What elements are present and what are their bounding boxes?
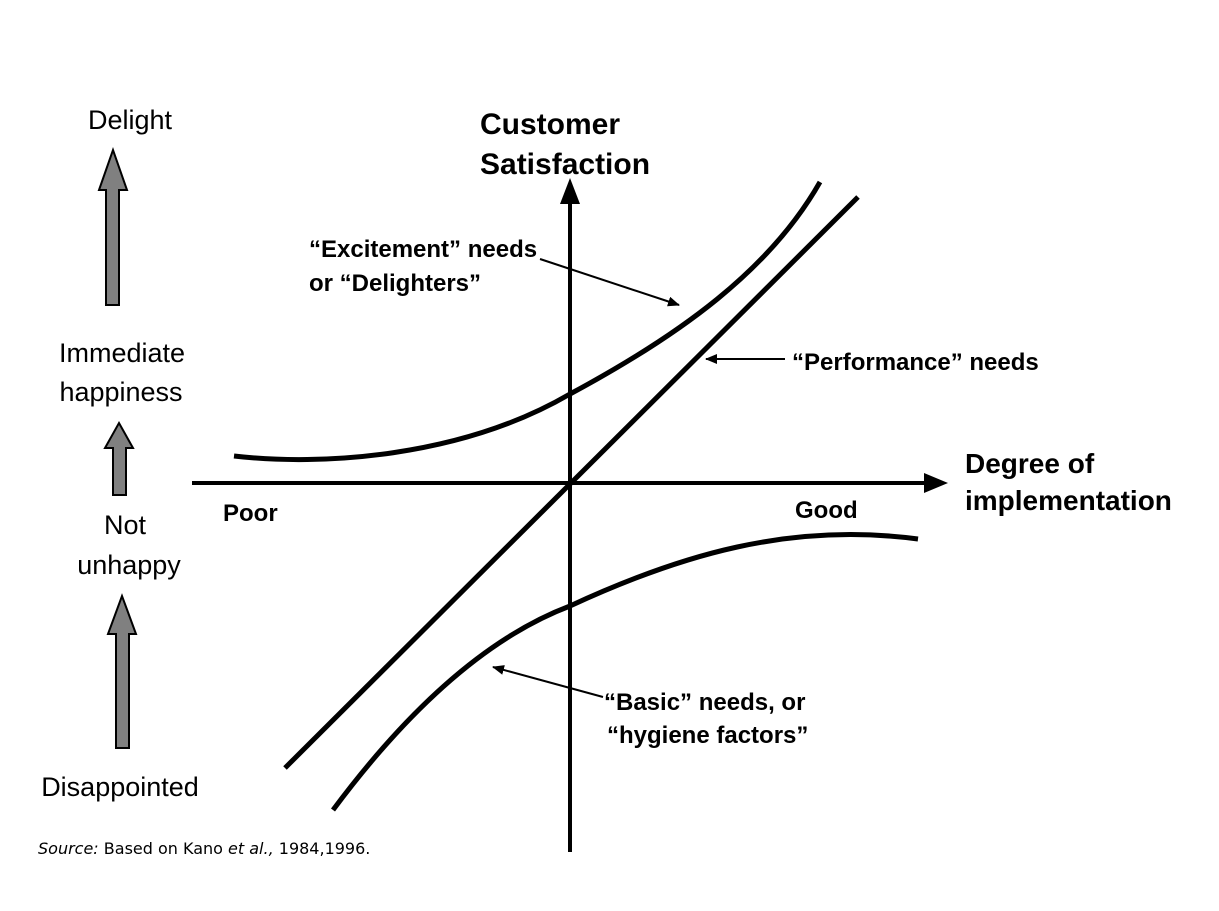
scale-arrow-middle bbox=[103, 420, 135, 496]
basic-pointer bbox=[492, 665, 604, 698]
level-not: Not bbox=[104, 510, 147, 540]
performance-label: “Performance” needs bbox=[792, 349, 1039, 376]
axes: Customer Satisfaction Degree of implemen… bbox=[192, 108, 1172, 852]
excitement-curve bbox=[233, 180, 823, 463]
source-note: Source: Based on Kano et al., 1984,1996. bbox=[38, 839, 370, 858]
x-axis-arrowhead bbox=[924, 473, 948, 493]
satisfaction-scale: Delight Immediate happiness Not unhappy … bbox=[41, 105, 199, 802]
level-unhappy: unhappy bbox=[77, 550, 181, 580]
source-text-before: Based on Kano bbox=[99, 839, 228, 858]
x-axis-label-line2: implementation bbox=[965, 485, 1172, 516]
source-etal: et al., bbox=[228, 839, 274, 858]
level-immediate: Immediate bbox=[59, 338, 185, 368]
y-axis-arrowhead bbox=[560, 178, 580, 204]
scale-arrow-lower bbox=[106, 593, 138, 749]
excitement-pointer bbox=[539, 258, 680, 307]
performance-line bbox=[283, 195, 860, 770]
source-prefix: Source: bbox=[38, 839, 99, 858]
curves bbox=[233, 180, 919, 812]
scale-arrow-upper bbox=[97, 146, 129, 306]
level-disappointed: Disappointed bbox=[41, 772, 199, 802]
level-delight: Delight bbox=[88, 105, 173, 135]
source-text-after: 1984,1996. bbox=[274, 839, 371, 858]
x-axis-good-label: Good bbox=[795, 497, 858, 524]
y-axis-label-line1: Customer bbox=[480, 108, 620, 141]
basic-curve bbox=[330, 532, 919, 812]
y-axis-label-line2: Satisfaction bbox=[480, 148, 650, 181]
excitement-label-line2: or “Delighters” bbox=[309, 270, 481, 297]
curve-labels: “Excitement” needs or “Delighters” “Perf… bbox=[309, 236, 1039, 749]
basic-label-line2: “hygiene factors” bbox=[607, 722, 808, 749]
excitement-label-line1: “Excitement” needs bbox=[309, 236, 537, 263]
x-axis-poor-label: Poor bbox=[223, 500, 278, 527]
basic-label-line1: “Basic” needs, or bbox=[604, 689, 805, 716]
level-happiness: happiness bbox=[59, 377, 182, 407]
x-axis-label-line1: Degree of bbox=[965, 448, 1095, 479]
